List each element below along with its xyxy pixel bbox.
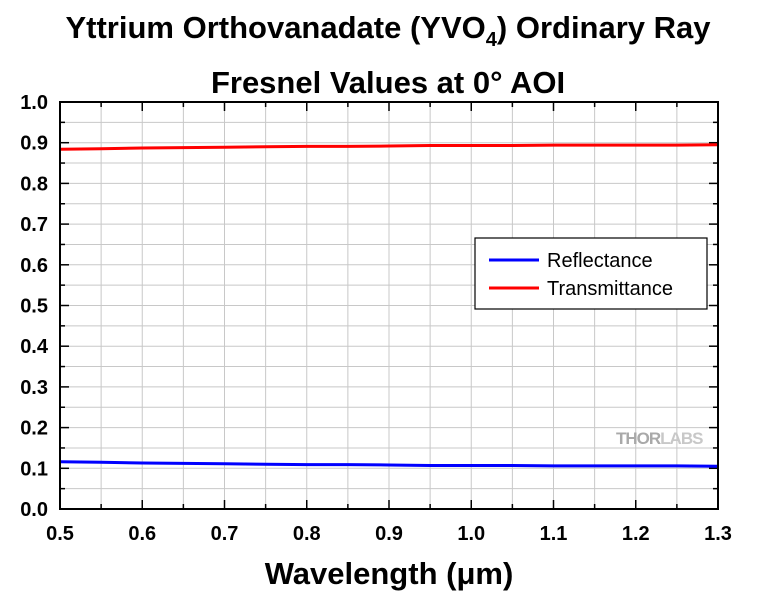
x-tick-label: 0.8 [293, 523, 321, 545]
y-tick-label: 0.8 [20, 173, 48, 195]
x-axis-title: Wavelength (μm) [265, 556, 514, 591]
y-tick-label: 0.1 [20, 458, 48, 480]
x-tick-label: 0.7 [211, 523, 239, 545]
legend-label-transmittance: Transmittance [547, 278, 673, 300]
plot-frame [59, 101, 719, 510]
chart-title-line2: Fresnel Values at 0° AOI [211, 65, 565, 100]
watermark-labs: LABS [660, 429, 703, 448]
y-tick-label: 0.4 [20, 336, 49, 358]
thorlabs-watermark: THORLABS [616, 429, 704, 448]
svg-text:THORLABS: THORLABS [616, 429, 703, 448]
y-tick-label: 0.3 [20, 377, 48, 399]
grid [60, 102, 718, 509]
chart-title-subscript: 4 [486, 29, 498, 51]
x-tick-labels: 0.5 0.6 0.7 0.8 0.9 1.0 1.1 1.2 1.3 [46, 523, 732, 545]
x-tick-label: 0.6 [128, 523, 156, 545]
series-line-transmittance [59, 143, 719, 151]
y-tick-label: 0.9 [20, 133, 48, 155]
y-tick-label: 0.6 [20, 255, 48, 277]
watermark-thor: THOR [616, 429, 661, 448]
chart-title-line1: Yttrium Orthovanadate (YVO4) Ordinary Ra… [65, 10, 711, 51]
legend: Reflectance Transmittance [474, 237, 708, 310]
series-lines [59, 143, 719, 468]
y-tick-labels: 0.0 0.1 0.2 0.3 0.4 0.5 0.6 0.7 0.8 0.9 1.0 [20, 92, 49, 521]
x-tick-label: 0.9 [375, 523, 403, 545]
x-tick-label: 1.1 [540, 523, 568, 545]
legend-box [474, 237, 708, 310]
x-tick-label: 1.3 [704, 523, 732, 545]
x-tick-label: 0.5 [46, 523, 74, 545]
x-tick-label: 1.0 [457, 523, 485, 545]
y-tick-label: 1.0 [20, 92, 48, 114]
y-tick-label: 0.5 [20, 296, 48, 318]
series-line-reflectance [59, 460, 719, 468]
y-tick-label: 0.0 [20, 499, 48, 521]
y-tick-label: 0.2 [20, 418, 48, 440]
x-tick-label: 1.2 [622, 523, 650, 545]
y-tick-label: 0.7 [20, 214, 48, 236]
legend-label-reflectance: Reflectance [547, 250, 653, 272]
